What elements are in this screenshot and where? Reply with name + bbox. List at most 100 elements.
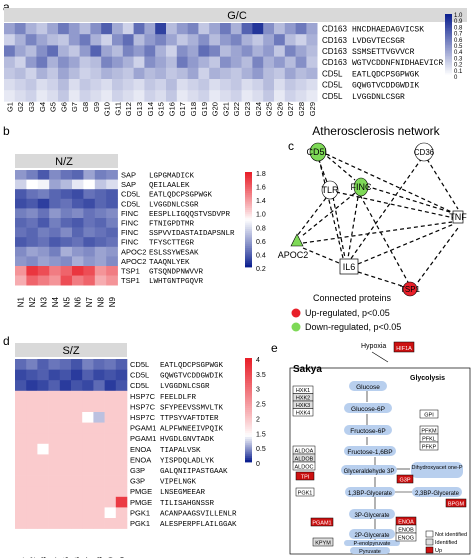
node-apoc2[interactable]: APOC2 bbox=[278, 233, 309, 260]
colorbar-tick: 0.7 bbox=[454, 32, 463, 38]
heat-cell bbox=[47, 34, 59, 46]
heat-cell bbox=[26, 170, 39, 180]
colorbar-slice bbox=[245, 248, 252, 251]
colorbar-slice bbox=[245, 232, 252, 236]
heat-cell bbox=[104, 465, 117, 476]
heat-cell bbox=[230, 90, 242, 102]
colorbar-slice bbox=[245, 265, 252, 268]
heat-cell bbox=[106, 189, 118, 200]
heat-cell bbox=[112, 45, 124, 57]
colorbar-tick: 0.6 bbox=[454, 38, 463, 44]
colorbar-slice bbox=[245, 208, 252, 211]
heat-cell bbox=[15, 256, 27, 267]
node-tnf[interactable]: TNF bbox=[449, 210, 467, 224]
heat-cell bbox=[79, 34, 91, 46]
heat-cell bbox=[144, 79, 156, 91]
enzyme-hxk2-label: HXK2 bbox=[296, 395, 310, 401]
heat-cell bbox=[59, 412, 72, 423]
colorbar-slice bbox=[245, 358, 252, 361]
colorbar-slice bbox=[445, 72, 452, 75]
node-cd36[interactable]: CD36 bbox=[414, 142, 435, 162]
metabolite-2p-glycerate: 2P-Glycerate bbox=[349, 529, 395, 539]
heat-cell bbox=[284, 56, 296, 69]
heat-cell bbox=[37, 496, 49, 508]
colorbar-slice bbox=[245, 202, 252, 205]
node-finc[interactable]: FINC bbox=[351, 177, 372, 197]
heat-cell bbox=[104, 486, 117, 498]
colorbar-slice bbox=[445, 63, 452, 66]
colorbar-slice bbox=[245, 242, 252, 245]
heat-cell bbox=[83, 237, 96, 248]
heat-cell bbox=[37, 369, 49, 381]
colorbar-slice bbox=[245, 200, 252, 203]
colorbar-slice bbox=[445, 55, 452, 58]
heat-cell bbox=[37, 390, 49, 402]
node-tlr[interactable]: TLR bbox=[321, 180, 339, 200]
heat-cell bbox=[115, 486, 128, 498]
heat-cell bbox=[36, 90, 48, 102]
colorbar-slice bbox=[445, 29, 452, 32]
colorbar-slice bbox=[445, 23, 452, 26]
heat-cell bbox=[166, 45, 178, 57]
heat-cell bbox=[274, 56, 286, 69]
colorbar-slice bbox=[245, 378, 252, 382]
col-label: G15 bbox=[157, 102, 166, 116]
colorbar-slice bbox=[445, 35, 452, 38]
heat-cell bbox=[112, 34, 124, 46]
colorbar-slice bbox=[245, 432, 252, 436]
col-label: G26 bbox=[275, 102, 284, 116]
heat-cell bbox=[48, 433, 61, 445]
node-tsp1[interactable]: TSP1 bbox=[400, 281, 421, 297]
heat-cell bbox=[79, 23, 91, 35]
heat-cell bbox=[71, 422, 83, 434]
heat-cell bbox=[15, 359, 27, 370]
heat-cell bbox=[71, 433, 83, 445]
node-finc-label: FINC bbox=[351, 182, 372, 192]
heat-cell bbox=[94, 227, 107, 238]
panel-b-letter: b bbox=[3, 124, 10, 138]
colorbar-slice bbox=[245, 198, 252, 201]
node-tlr-label: TLR bbox=[321, 185, 339, 195]
node-cd5l[interactable]: CD5L bbox=[306, 142, 330, 162]
heat-cell bbox=[94, 208, 107, 219]
heat-cell bbox=[71, 507, 83, 519]
colorbar-tick: 3 bbox=[256, 387, 260, 394]
heat-cell bbox=[90, 90, 102, 102]
enzyme-pfkp-label: PFKP bbox=[422, 444, 437, 450]
heat-cell bbox=[14, 56, 26, 69]
row-label-protein: G3P bbox=[130, 477, 145, 486]
node-cd5l-label: CD5L bbox=[306, 147, 329, 157]
heat-cell bbox=[112, 90, 124, 102]
colorbar-slice bbox=[245, 234, 252, 237]
heat-cell bbox=[26, 443, 38, 455]
row-label-peptide: LVGGDNLCSGR bbox=[352, 93, 405, 102]
row-label-peptide: EESPLLIGQQSTVSDVPR bbox=[149, 211, 231, 219]
row-label-peptide: QEILAALEK bbox=[149, 182, 190, 190]
col-label: G28 bbox=[297, 102, 306, 116]
heat-cell bbox=[25, 90, 37, 102]
heat-cell bbox=[68, 34, 80, 46]
panel-a-title-bar bbox=[4, 8, 467, 22]
colorbar-slice bbox=[245, 380, 252, 384]
heat-cell bbox=[71, 465, 83, 476]
heat-cell bbox=[252, 90, 264, 102]
metabolite-glucose-6p-label: Glucose-6P bbox=[351, 406, 385, 413]
col-label: G18 bbox=[189, 102, 198, 116]
heat-cell bbox=[284, 79, 296, 91]
heat-cell bbox=[284, 67, 296, 80]
heat-cell bbox=[284, 34, 296, 46]
edge-tlr-tnf bbox=[335, 191, 455, 219]
node-il6[interactable]: IL6 bbox=[339, 258, 359, 275]
heat-cell bbox=[106, 218, 118, 228]
heat-cell bbox=[59, 369, 72, 381]
heat-cell bbox=[263, 23, 275, 35]
col-label: G27 bbox=[286, 102, 295, 116]
heat-cell bbox=[15, 454, 27, 466]
heat-cell bbox=[209, 23, 221, 35]
heat-cell bbox=[48, 475, 61, 487]
heat-cell bbox=[49, 246, 61, 257]
heat-cell bbox=[47, 79, 59, 91]
heat-cell bbox=[295, 56, 307, 69]
panel-c-title: Atherosclerosis network bbox=[312, 124, 440, 138]
edge-cd5l-tlr bbox=[317, 157, 328, 183]
